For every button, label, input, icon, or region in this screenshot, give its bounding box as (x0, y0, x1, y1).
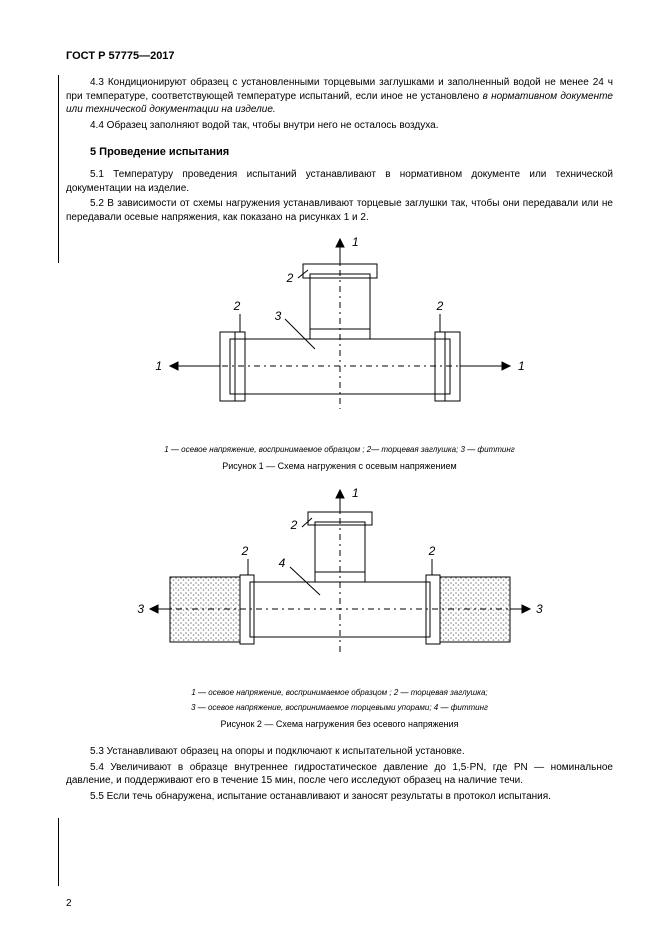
fig2-label-3-right: 3 (536, 602, 543, 616)
fig1-label-2-top: 2 (285, 271, 293, 285)
para-5-4: 5.4 Увеличивают в образце внутреннее гид… (66, 761, 613, 788)
fig2-label-1: 1 (352, 487, 359, 500)
para-4-4: 4.4 Образец заполняют водой так, чтобы в… (66, 119, 613, 133)
fig1-label-3: 3 (274, 309, 281, 323)
fig1-label-2-right: 2 (435, 299, 443, 313)
fig1-label-1-right: 1 (518, 359, 525, 373)
figure-1: 1 1 1 2 2 2 3 (66, 234, 613, 439)
fig2-label-3-left: 3 (137, 602, 144, 616)
figure-1-note: 1 — осевое напряжение, воспринимаемое об… (66, 445, 613, 455)
document-page: ГОСТ Р 57775—2017 4.3 Кондиционируют обр… (0, 0, 661, 935)
figure-2: 1 2 2 2 4 3 3 (66, 487, 613, 682)
fig2-label-2-top: 2 (289, 518, 297, 532)
margin-rule-bottom (58, 818, 59, 886)
fig2-label-2-left: 2 (240, 544, 248, 558)
section-5-title: 5 Проведение испытания (66, 146, 613, 158)
para-5-2: 5.2 В зависимости от схемы нагружения ус… (66, 197, 613, 224)
fig1-label-2-left: 2 (232, 299, 240, 313)
fig1-label-1-left: 1 (155, 359, 162, 373)
para-5-3: 5.3 Устанавливают образец на опоры и под… (66, 745, 613, 759)
fig2-label-2-right: 2 (427, 544, 435, 558)
fig1-label-1-top: 1 (352, 235, 359, 249)
figure-2-svg: 1 2 2 2 4 3 3 (120, 487, 560, 677)
figure-2-note-2: 3 — осевое напряжение, воспринимаемое то… (66, 703, 613, 713)
figure-2-caption: Рисунок 2 — Схема нагружения без осевого… (66, 719, 613, 729)
page-number: 2 (66, 898, 72, 909)
fig2-label-4: 4 (278, 556, 285, 570)
doc-header: ГОСТ Р 57775—2017 (66, 50, 613, 62)
para-5-5: 5.5 Если течь обнаружена, испытание оста… (66, 790, 613, 804)
para-4-3: 4.3 Кондиционируют образец с установленн… (66, 76, 613, 117)
para-5-1: 5.1 Температуру проведения испытаний уст… (66, 168, 613, 195)
figure-2-note-1: 1 — осевое напряжение, воспринимаемое об… (66, 688, 613, 698)
figure-1-caption: Рисунок 1 — Схема нагружения с осевым на… (66, 461, 613, 471)
margin-rule-top (58, 75, 59, 263)
figure-1-svg: 1 1 1 2 2 2 3 (130, 234, 550, 434)
